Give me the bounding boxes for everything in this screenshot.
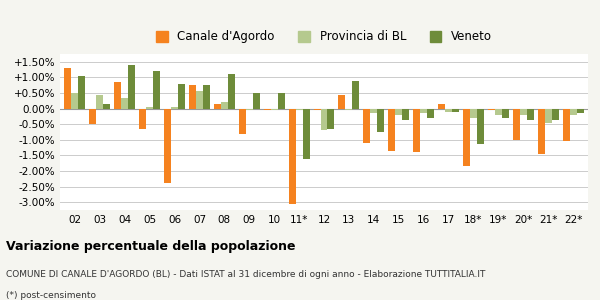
Bar xyxy=(302,109,310,158)
Bar xyxy=(520,109,527,115)
Bar xyxy=(139,109,146,129)
Bar xyxy=(320,109,328,130)
Bar xyxy=(402,109,409,119)
Bar xyxy=(502,109,509,118)
Bar xyxy=(370,109,377,113)
Bar xyxy=(146,107,153,109)
Bar xyxy=(488,109,495,110)
Bar xyxy=(395,109,402,115)
Bar xyxy=(338,94,346,109)
Bar xyxy=(89,109,97,124)
Bar xyxy=(569,109,577,115)
Bar xyxy=(445,109,452,112)
Bar xyxy=(246,109,253,110)
Bar xyxy=(239,109,246,134)
Text: COMUNE DI CANALE D'AGORDO (BL) - Dati ISTAT al 31 dicembre di ogni anno - Elabor: COMUNE DI CANALE D'AGORDO (BL) - Dati IS… xyxy=(6,270,485,279)
Bar xyxy=(278,93,284,109)
Bar xyxy=(296,109,302,110)
Bar xyxy=(253,93,260,109)
Bar xyxy=(420,109,427,113)
Bar xyxy=(364,109,370,143)
Bar xyxy=(171,107,178,109)
Bar xyxy=(178,84,185,109)
Bar xyxy=(452,109,459,112)
Bar xyxy=(214,104,221,109)
Bar xyxy=(71,93,79,109)
Bar xyxy=(352,80,359,109)
Text: Variazione percentuale della popolazione: Variazione percentuale della popolazione xyxy=(6,240,296,253)
Bar xyxy=(314,109,320,110)
Bar xyxy=(189,85,196,109)
Bar xyxy=(563,109,569,141)
Bar xyxy=(264,109,271,110)
Bar xyxy=(328,109,334,129)
Bar xyxy=(527,109,534,119)
Bar xyxy=(228,74,235,109)
Bar xyxy=(346,109,352,110)
Bar xyxy=(221,102,228,109)
Bar xyxy=(196,92,203,109)
Bar xyxy=(271,109,278,110)
Bar xyxy=(413,109,420,152)
Bar xyxy=(114,82,121,109)
Bar xyxy=(289,109,296,204)
Bar xyxy=(388,109,395,151)
Bar xyxy=(377,109,384,132)
Bar xyxy=(495,109,502,115)
Bar xyxy=(79,76,85,109)
Bar xyxy=(103,104,110,109)
Bar xyxy=(538,109,545,154)
Legend: Canale d'Agordo, Provincia di BL, Veneto: Canale d'Agordo, Provincia di BL, Veneto xyxy=(151,26,497,48)
Bar xyxy=(203,85,210,109)
Bar xyxy=(164,109,171,184)
Bar xyxy=(153,71,160,109)
Bar xyxy=(128,65,135,109)
Bar xyxy=(121,98,128,109)
Bar xyxy=(477,109,484,145)
Bar xyxy=(551,109,559,119)
Bar xyxy=(470,109,477,118)
Text: (*) post-censimento: (*) post-censimento xyxy=(6,291,96,300)
Bar xyxy=(545,109,551,123)
Bar xyxy=(97,94,103,109)
Bar xyxy=(463,109,470,166)
Bar xyxy=(427,109,434,118)
Bar xyxy=(513,109,520,140)
Bar xyxy=(438,104,445,109)
Bar xyxy=(577,109,584,113)
Bar xyxy=(64,68,71,109)
